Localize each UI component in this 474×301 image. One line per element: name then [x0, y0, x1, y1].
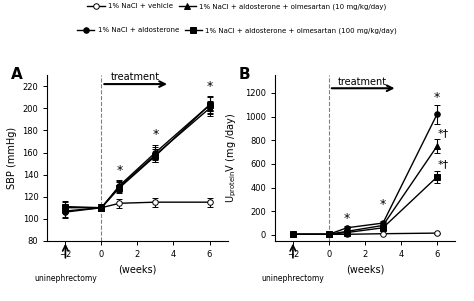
Text: *: *	[434, 91, 440, 104]
Legend: 1% NaCl + aldosterone, 1% NaCl + aldosterone + olmesartan (100 mg/kg/day): 1% NaCl + aldosterone, 1% NaCl + aldoste…	[74, 25, 400, 37]
Text: treatment: treatment	[110, 73, 160, 82]
Y-axis label: SBP (mmHg): SBP (mmHg)	[7, 127, 17, 189]
Legend: 1% NaCl + vehicle, 1% NaCl + aldosterone + olmesartan (10 mg/kg/day): 1% NaCl + vehicle, 1% NaCl + aldosterone…	[84, 1, 390, 13]
Text: *: *	[116, 164, 123, 177]
Text: treatment: treatment	[338, 76, 387, 87]
Text: B: B	[239, 67, 251, 82]
Text: A: A	[11, 67, 23, 82]
Text: uninephrectomy: uninephrectomy	[34, 274, 97, 283]
Text: *: *	[380, 198, 386, 211]
X-axis label: (weeks): (weeks)	[346, 264, 384, 275]
Text: *: *	[152, 129, 159, 141]
Text: *: *	[206, 80, 213, 93]
Text: *†: *†	[438, 159, 449, 169]
X-axis label: (weeks): (weeks)	[118, 264, 156, 275]
Y-axis label: U$_\mathregular{protein}$V (mg /day): U$_\mathregular{protein}$V (mg /day)	[225, 113, 239, 203]
Text: *: *	[344, 212, 350, 225]
Text: uninephrectomy: uninephrectomy	[262, 274, 324, 283]
Text: *†: *†	[438, 128, 449, 138]
